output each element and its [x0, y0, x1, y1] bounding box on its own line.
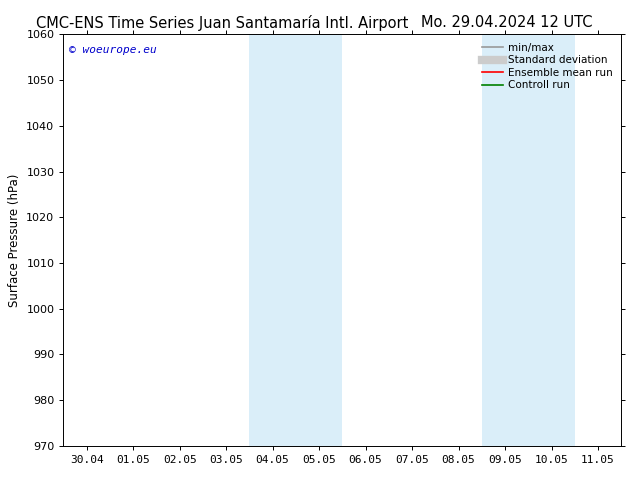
Bar — [528, 34, 575, 446]
Legend: min/max, Standard deviation, Ensemble mean run, Controll run: min/max, Standard deviation, Ensemble me… — [479, 40, 616, 94]
Bar — [296, 34, 342, 446]
Bar — [249, 34, 296, 446]
Text: © woeurope.eu: © woeurope.eu — [69, 45, 157, 54]
Bar — [482, 34, 528, 446]
Text: Mo. 29.04.2024 12 UTC: Mo. 29.04.2024 12 UTC — [422, 15, 593, 30]
Y-axis label: Surface Pressure (hPa): Surface Pressure (hPa) — [8, 173, 21, 307]
Text: CMC-ENS Time Series Juan Santamaría Intl. Airport: CMC-ENS Time Series Juan Santamaría Intl… — [36, 15, 408, 31]
